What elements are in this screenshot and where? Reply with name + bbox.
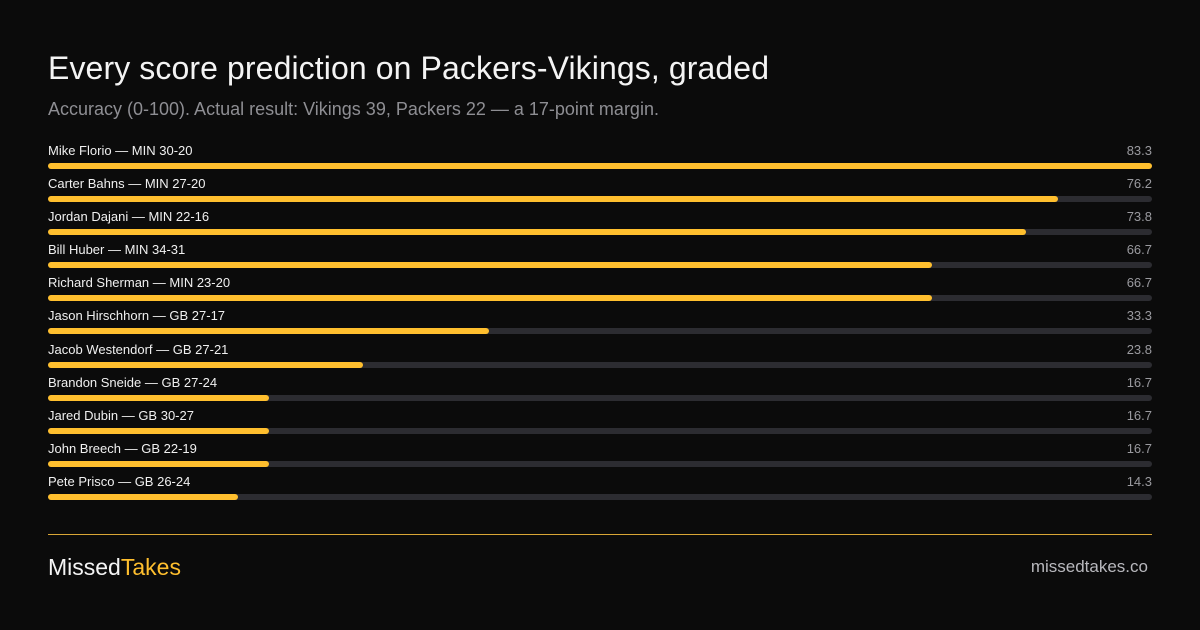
footer-divider xyxy=(48,534,1152,535)
brand-name-part2: Takes xyxy=(120,554,181,580)
bar-row: Pete Prisco — GB 26-24 14.3 xyxy=(48,474,1152,507)
site-url: missedtakes.co xyxy=(1030,557,1148,576)
bar-row: Jordan Dajani — MIN 22-16 73.8 xyxy=(48,209,1152,242)
bar-row: Brandon Sneide — GB 27-24 16.7 xyxy=(48,375,1152,408)
bar-label: Jacob Westendorf — GB 27-21 xyxy=(48,341,229,357)
bar-value-label: 83.3 xyxy=(1126,143,1152,158)
bar xyxy=(48,163,1152,169)
bar-value-label: 14.3 xyxy=(1126,473,1152,489)
bar-track xyxy=(48,394,1152,401)
bar-value-label: 66.7 xyxy=(1126,275,1152,291)
bar xyxy=(48,196,1058,203)
bar-value-label: 73.8 xyxy=(1126,209,1152,225)
bar-row: Richard Sherman — MIN 23-20 66.7 xyxy=(48,275,1152,308)
bar-value-label: 16.7 xyxy=(1126,407,1152,423)
bar-row: Mike Florio — MIN 30-20 83.3 xyxy=(48,143,1152,176)
chart-subtitle: Accuracy (0-100). Actual result: Vikings… xyxy=(48,99,659,119)
bar-track xyxy=(48,427,1152,434)
bar-track xyxy=(48,295,1152,302)
bar-track xyxy=(48,163,1152,169)
bar-label: Jared Dubin — GB 30-27 xyxy=(48,407,194,423)
bar-value-label: 23.8 xyxy=(1126,341,1152,357)
bar xyxy=(48,328,490,335)
bar-row: John Breech — GB 22-19 16.7 xyxy=(48,441,1152,474)
bar xyxy=(48,460,270,467)
bar xyxy=(48,394,270,401)
chart-title: Every score prediction on Packers-Viking… xyxy=(48,50,770,86)
bar-track xyxy=(48,460,1152,467)
bar-track xyxy=(48,328,1152,335)
bar-row: Jason Hirschhorn — GB 27-17 33.3 xyxy=(48,308,1152,341)
bar xyxy=(48,493,238,500)
bar-label: Carter Bahns — MIN 27-20 xyxy=(48,176,206,192)
bar-track xyxy=(48,262,1152,269)
bar-track xyxy=(48,229,1152,236)
bar-row: Carter Bahns — MIN 27-20 76.2 xyxy=(48,176,1152,209)
bar-chart: Mike Florio — MIN 30-20 83.3 Carter Bahns … xyxy=(48,143,1152,507)
bar-value-label: 16.7 xyxy=(1126,374,1152,390)
bar-track xyxy=(48,361,1152,368)
bar xyxy=(48,262,932,269)
bar xyxy=(48,295,932,302)
bar-row: Jacob Westendorf — GB 27-21 23.8 xyxy=(48,342,1152,375)
bar-value-label: 66.7 xyxy=(1126,242,1152,258)
bar-label: Bill Huber — MIN 34-31 xyxy=(48,242,186,258)
bar-label: Jason Hirschhorn — GB 27-17 xyxy=(48,308,226,324)
bar-label: Mike Florio — MIN 30-20 xyxy=(48,143,193,158)
bar-track xyxy=(48,493,1152,500)
bar-row: Bill Huber — MIN 34-31 66.7 xyxy=(48,242,1152,275)
bar-label: Jordan Dajani — MIN 22-16 xyxy=(48,209,210,225)
bar-value-label: 76.2 xyxy=(1126,176,1152,192)
brand-name-part1: Missed xyxy=(48,554,121,580)
bar xyxy=(48,229,1027,236)
bar xyxy=(48,361,364,368)
bar-track xyxy=(48,196,1152,203)
bar-label: Pete Prisco — GB 26-24 xyxy=(48,473,191,489)
bar xyxy=(48,427,270,434)
bar-label: John Breech — GB 22-19 xyxy=(48,440,197,456)
bar-value-label: 16.7 xyxy=(1126,440,1152,456)
bar-row: Jared Dubin — GB 30-27 16.7 xyxy=(48,408,1152,441)
bar-value-label: 33.3 xyxy=(1126,308,1152,324)
brand-logo: MissedTakes xyxy=(48,554,181,581)
bar-label: Richard Sherman — MIN 23-20 xyxy=(48,275,231,291)
bar-label: Brandon Sneide — GB 27-24 xyxy=(48,374,218,390)
